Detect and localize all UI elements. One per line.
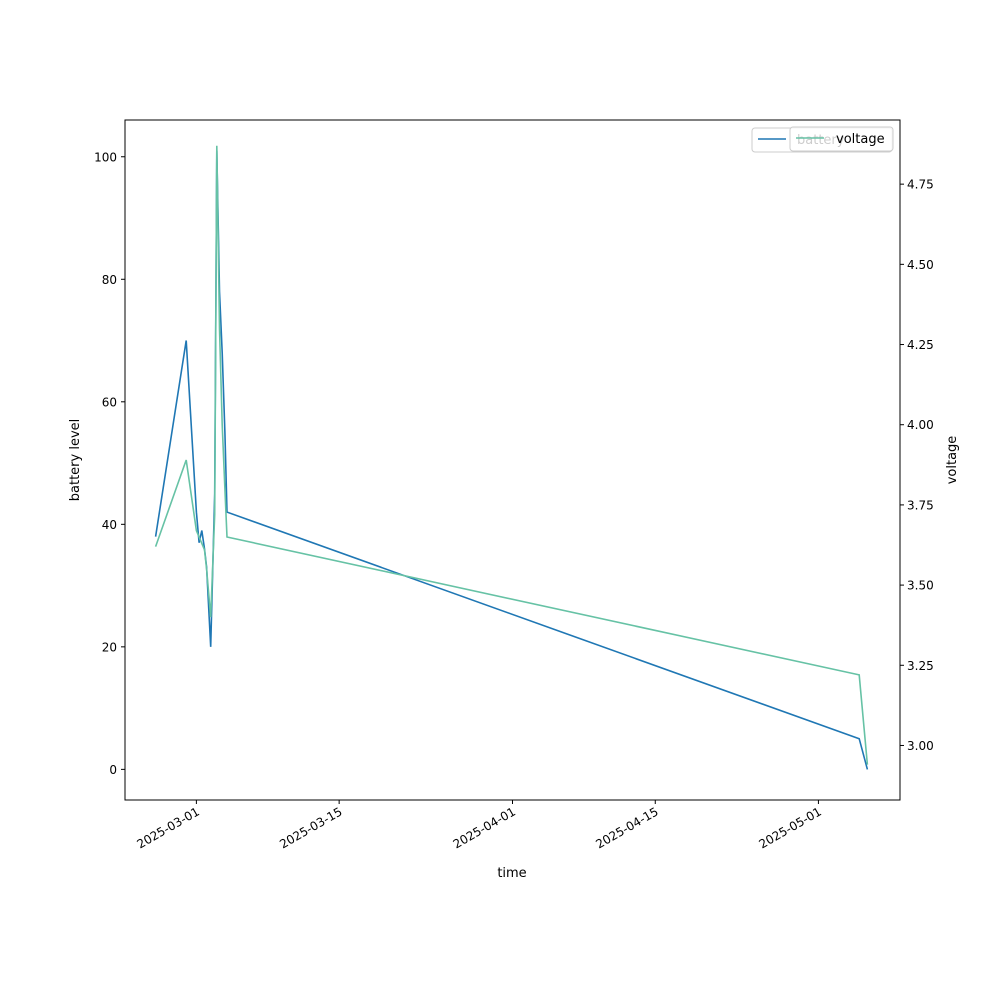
series-line-voltage (154, 145, 869, 765)
y2-tick-label: 4.25 (907, 338, 934, 352)
y2-tick-label: 3.75 (907, 498, 934, 512)
plot-area (125, 120, 900, 800)
series-layer (154, 145, 869, 770)
legend: batteryvoltage (751, 126, 894, 153)
y2-axis-label: voltage (945, 436, 960, 485)
y2-tick-label: 3.00 (907, 739, 934, 753)
y2-tick-label: 3.50 (907, 579, 934, 593)
y-tick-label: 0 (109, 763, 117, 777)
legend-label-voltage: voltage (836, 132, 885, 147)
y2-tick-label: 4.75 (907, 178, 934, 192)
y-tick-label: 60 (102, 395, 117, 409)
y-tick-label: 80 (102, 273, 117, 287)
y2-tick-label: 3.25 (907, 659, 934, 673)
legend-box-voltage (789, 126, 894, 152)
y-axis-label: battery level (68, 419, 83, 502)
y2-tick-label: 4.00 (907, 418, 934, 432)
y2-tick-label: 4.50 (907, 258, 934, 272)
y-tick-label: 40 (102, 518, 117, 532)
y-tick-label: 100 (94, 150, 117, 164)
plot-frame (124, 119, 901, 801)
y-tick-label: 20 (102, 640, 117, 654)
x-axis-label: time (497, 866, 526, 881)
